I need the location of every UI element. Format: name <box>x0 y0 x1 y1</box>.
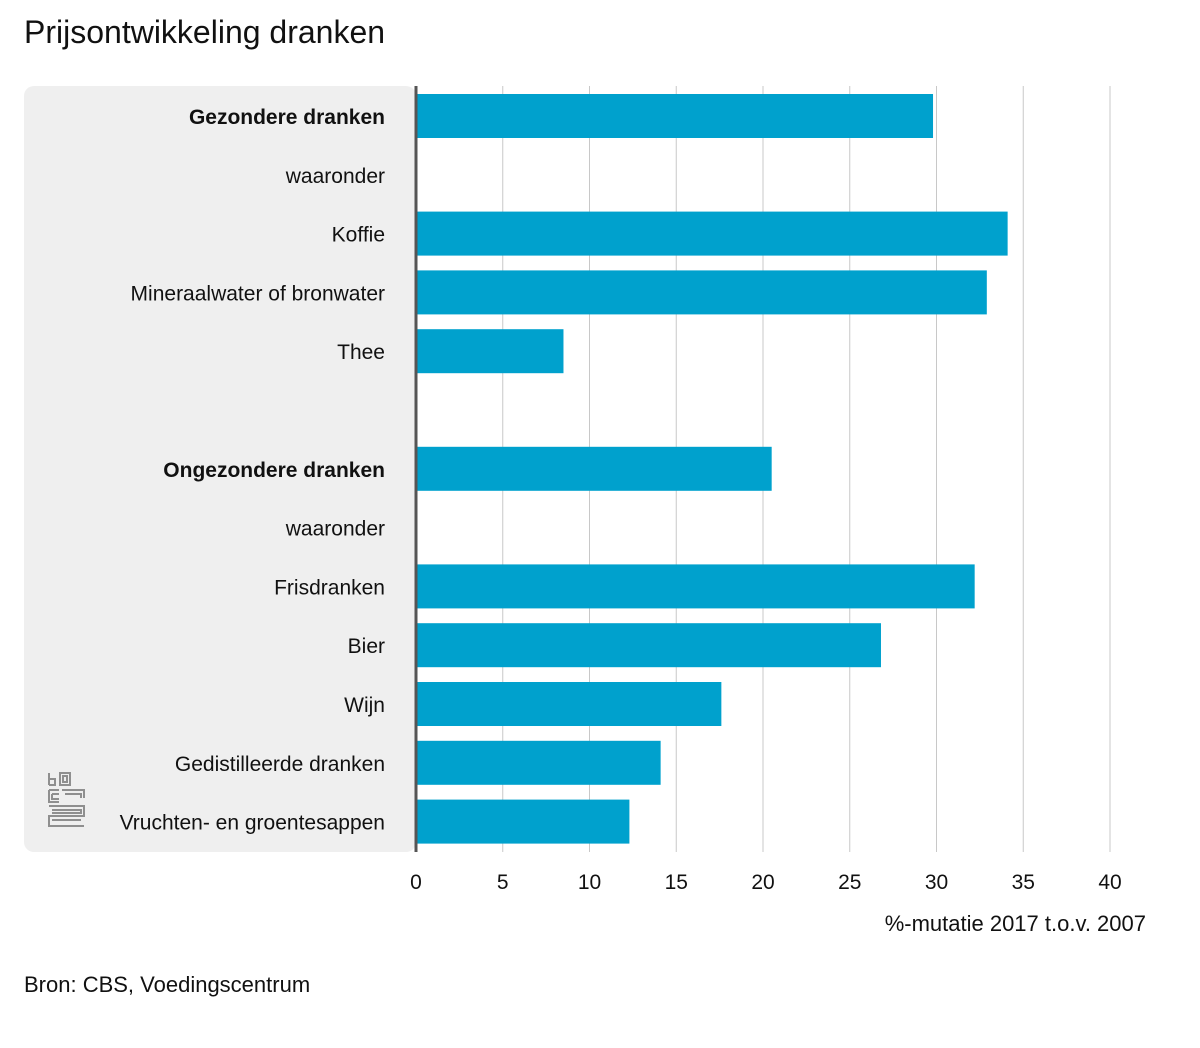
bar <box>416 799 630 844</box>
category-label: Koffie <box>332 224 385 247</box>
category-label: Ongezondere dranken <box>163 459 385 482</box>
x-tick-label: 35 <box>1012 871 1035 894</box>
x-tick-label: 30 <box>925 871 948 894</box>
x-tick-label: 15 <box>665 871 688 894</box>
category-label: Thee <box>337 341 385 364</box>
category-label: Bier <box>348 635 385 658</box>
bar <box>416 211 1008 256</box>
bar <box>416 270 987 315</box>
chart-title: Prijsontwikkeling dranken <box>24 14 386 50</box>
category-label: Vruchten- en groentesappen <box>120 812 385 835</box>
category-label: Frisdranken <box>274 576 385 599</box>
category-label-panel <box>24 86 416 852</box>
bar <box>416 329 564 374</box>
x-tick-label: 40 <box>1098 871 1121 894</box>
bar <box>416 94 934 138</box>
source-note: Bron: CBS, Voedingscentrum <box>24 972 311 997</box>
bar <box>416 682 722 726</box>
category-label: Wijn <box>344 694 385 717</box>
x-tick-label: 20 <box>751 871 774 894</box>
x-tick-label: 25 <box>838 871 861 894</box>
category-label: waaronder <box>285 518 385 541</box>
bar <box>416 446 772 491</box>
x-tick-label: 10 <box>578 871 601 894</box>
category-label: Mineraalwater of bronwater <box>131 282 385 305</box>
x-axis-label: %-mutatie 2017 t.o.v. 2007 <box>885 911 1146 936</box>
bar <box>416 564 975 609</box>
bar <box>416 623 881 668</box>
bar-chart: Gezondere dranken waaronder Koffie Mineraal… <box>120 86 1146 936</box>
bar <box>416 740 661 785</box>
cbs-logo-icon <box>48 772 85 827</box>
category-label: Gezondere dranken <box>189 106 385 129</box>
x-tick-label: 0 <box>410 871 422 894</box>
category-label: Gedistilleerde dranken <box>175 753 385 776</box>
category-label: waaronder <box>285 165 385 188</box>
x-tick-label: 5 <box>497 871 509 894</box>
